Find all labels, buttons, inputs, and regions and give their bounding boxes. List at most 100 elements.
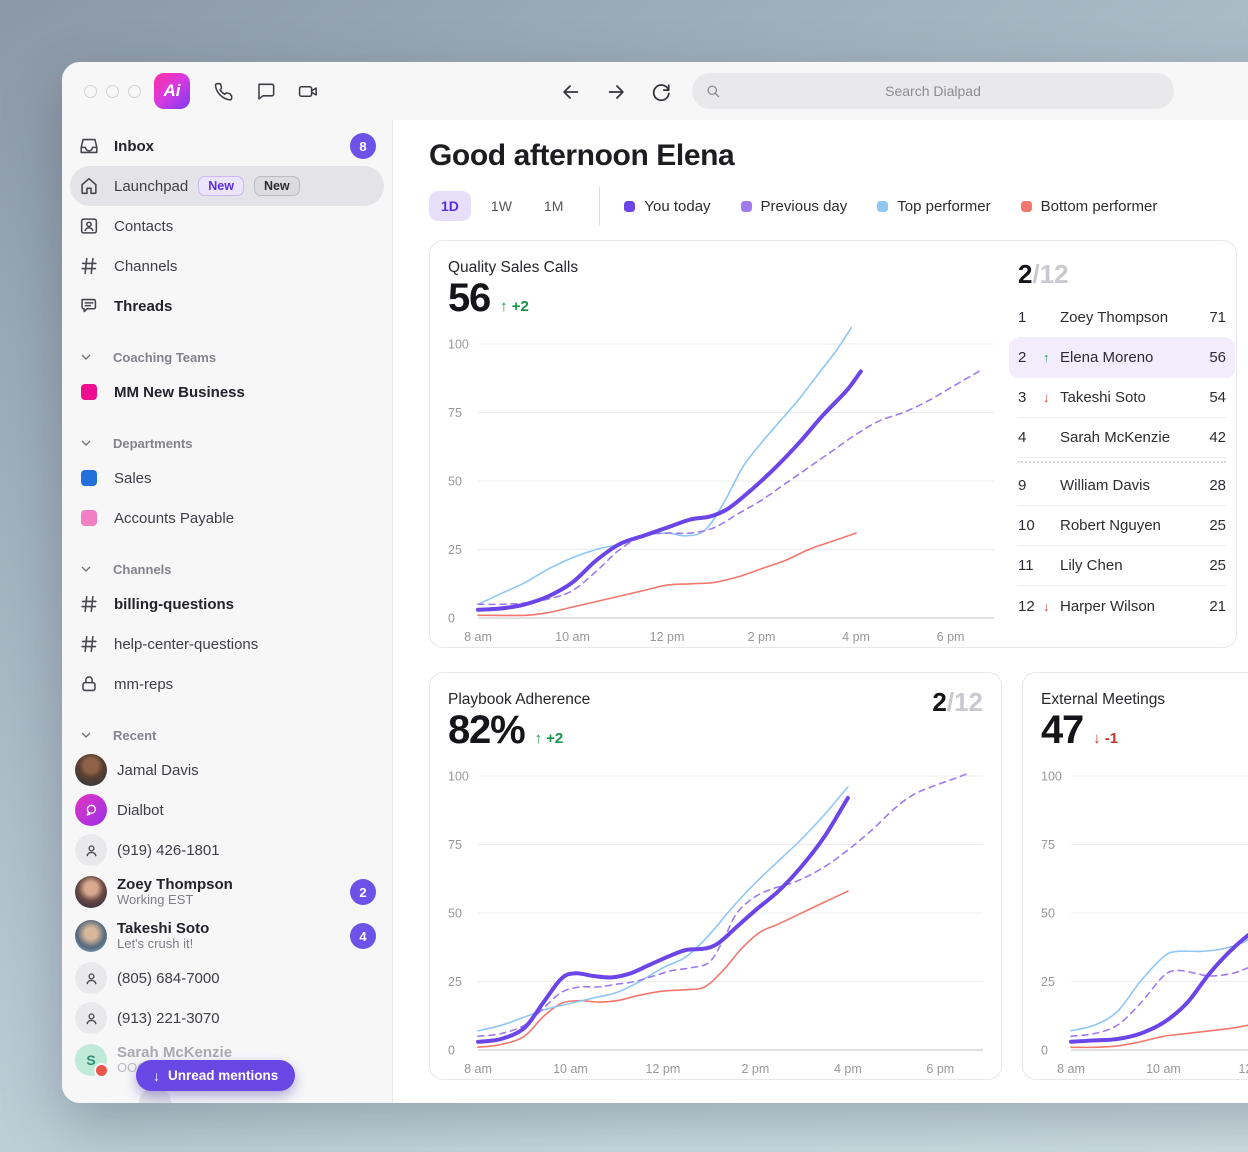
legend-item[interactable]: Bottom performer [1020,198,1157,215]
leaderboard-row[interactable]: 3 ↓ Takeshi Soto 54 [1018,378,1226,418]
range-tab-1m[interactable]: 1M [543,198,564,214]
avatar: S [75,1044,109,1078]
leaderboard-rank: 2/12 [1018,259,1069,289]
sidebar-item-contacts[interactable]: Contacts [62,206,392,246]
window-close-button[interactable] [84,85,97,98]
leaderboard-row[interactable]: 11 Lily Chen 25 [1018,546,1226,586]
svg-text:8 am: 8 am [464,1062,492,1076]
sidebar-item-dialbot[interactable]: Dialbot [62,790,392,830]
playbook-adherence-card: Playbook Adherence 2/12 82% ↑ +2 0 25 50 75… [429,672,1002,1080]
svg-text:6 pm: 6 pm [937,630,965,644]
metric-value: 56 [448,276,491,320]
quality-sales-calls-card: Quality Sales Calls 56 ↑ +2 0 25 50 75 100 8 … [429,240,1237,648]
refresh-icon[interactable] [650,81,672,103]
sidebar-item--913-221-3070[interactable]: (913) 221-3070 [62,998,392,1038]
metric-value: 47 [1041,708,1084,752]
sidebar-item-threads[interactable]: Threads [62,286,392,326]
leaderboard-row[interactable]: 2 ↑ Elena Moreno 56 [1009,338,1235,378]
sidebar-item--919-426-1801[interactable]: (919) 426-1801 [62,830,392,870]
search-icon [704,82,722,100]
leaderboard-row[interactable]: 1 Zoey Thompson 71 [1018,298,1226,338]
sidebar-item-zoey-thompson[interactable]: Zoey Thompson Working EST 2 [62,870,392,914]
down-arrow-icon: ↓ [1043,390,1050,405]
sidebar-section-coaching-teams[interactable]: Coaching Teams [62,342,392,372]
sidebar-item-mm-reps[interactable]: mm-reps [62,664,392,704]
new-badge: New [198,176,244,196]
metric-delta: ↑ +2 [500,298,529,315]
range-tab-1d[interactable]: 1D [429,191,471,221]
svg-text:50: 50 [1041,907,1055,921]
leaderboard-row[interactable]: 9 William Davis 28 [1018,466,1226,506]
svg-text:10 am: 10 am [553,1062,588,1076]
svg-text:75: 75 [448,406,462,420]
avatar [75,754,107,786]
legend-dot [877,200,889,212]
sidebar-item-inbox[interactable]: Inbox 8 [62,126,392,166]
video-icon[interactable] [295,80,321,103]
leaderboard-gap-divider [1018,461,1226,463]
unread-count-badge: 4 [350,923,376,949]
sidebar-item-mm-new-business[interactable]: MM New Business [62,372,392,412]
forward-arrow-icon[interactable] [605,81,627,103]
sidebar-item-help-center-questions[interactable]: help-center-questions [62,624,392,664]
hash-icon [81,635,97,653]
metric-delta: ↑ +2 [534,730,564,747]
svg-text:100: 100 [448,770,469,784]
sidebar-item-sales[interactable]: Sales [62,458,392,498]
page-title: Good afternoon Elena [429,139,735,172]
leaderboard-row[interactable]: 10 Robert Nguyen 25 [1018,506,1226,546]
svg-text:4 pm: 4 pm [842,630,870,644]
phone-icon [214,82,233,101]
svg-text:2 pm: 2 pm [741,1062,769,1076]
chat-icon[interactable] [254,80,277,103]
window-controls [84,85,141,98]
sidebar-section-recent[interactable]: Recent [62,720,392,750]
unread-mentions-button[interactable]: ↓ Unread mentions [136,1060,296,1091]
sidebar-section-departments[interactable]: Departments [62,428,392,458]
dashboard-controls: 1D 1W 1M You today Previous day Top performe… [429,187,1248,225]
leaderboard-row[interactable]: 12 ↓ Harper Wilson 21 [1018,597,1226,615]
avatar [75,920,107,952]
leaderboard-row[interactable]: 4 Sarah McKenzie 42 [1018,418,1226,458]
refresh-icon [652,84,670,102]
svg-text:0: 0 [448,612,455,626]
hash-icon [81,595,97,613]
card-title: Quality Sales Calls [448,259,579,276]
svg-text:2 pm: 2 pm [748,630,776,644]
new-badge: New [253,176,300,196]
search-input[interactable]: Search Dialpad [692,73,1174,109]
window-zoom-button[interactable] [128,85,141,98]
svg-text:0: 0 [448,1044,455,1058]
range-tab-1w[interactable]: 1W [490,198,512,214]
hash-icon [81,257,97,275]
sidebar-item-jamal-davis[interactable]: Jamal Davis [62,750,392,790]
legend-item[interactable]: You today [624,198,711,215]
sidebar-item-launchpad[interactable]: Launchpad New New [70,166,384,206]
svg-text:25: 25 [1041,975,1055,989]
svg-text:100: 100 [1041,770,1062,784]
phone-icon[interactable] [212,80,235,103]
sidebar-section-channels[interactable]: Channels [62,554,392,584]
unread-count-badge: 2 [350,879,376,905]
svg-text:50: 50 [448,907,462,921]
inbox-icon [80,138,98,154]
sidebar-item-channels[interactable]: Channels [62,246,392,286]
sidebar-item--805-684-7000[interactable]: (805) 684-7000 [62,958,392,998]
legend-item[interactable]: Top performer [877,198,991,215]
back-arrow-icon[interactable] [560,81,582,103]
aright-icon [608,85,624,99]
sidebar-item-accounts-payable[interactable]: Accounts Payable [62,498,392,538]
chat-icon [258,83,275,100]
team-color-swatch [81,470,97,486]
avatar [75,834,107,866]
window-minimize-button[interactable] [106,85,119,98]
legend-item[interactable]: Previous day [740,198,847,215]
sidebar-item-billing-questions[interactable]: billing-questions [62,584,392,624]
legend-dot [740,200,752,212]
aleft-icon [563,85,579,99]
avatar [75,962,107,994]
partial-avatar [139,1087,171,1103]
sidebar-item-takeshi-soto[interactable]: Takeshi Soto Let's crush it! 4 [62,914,392,958]
